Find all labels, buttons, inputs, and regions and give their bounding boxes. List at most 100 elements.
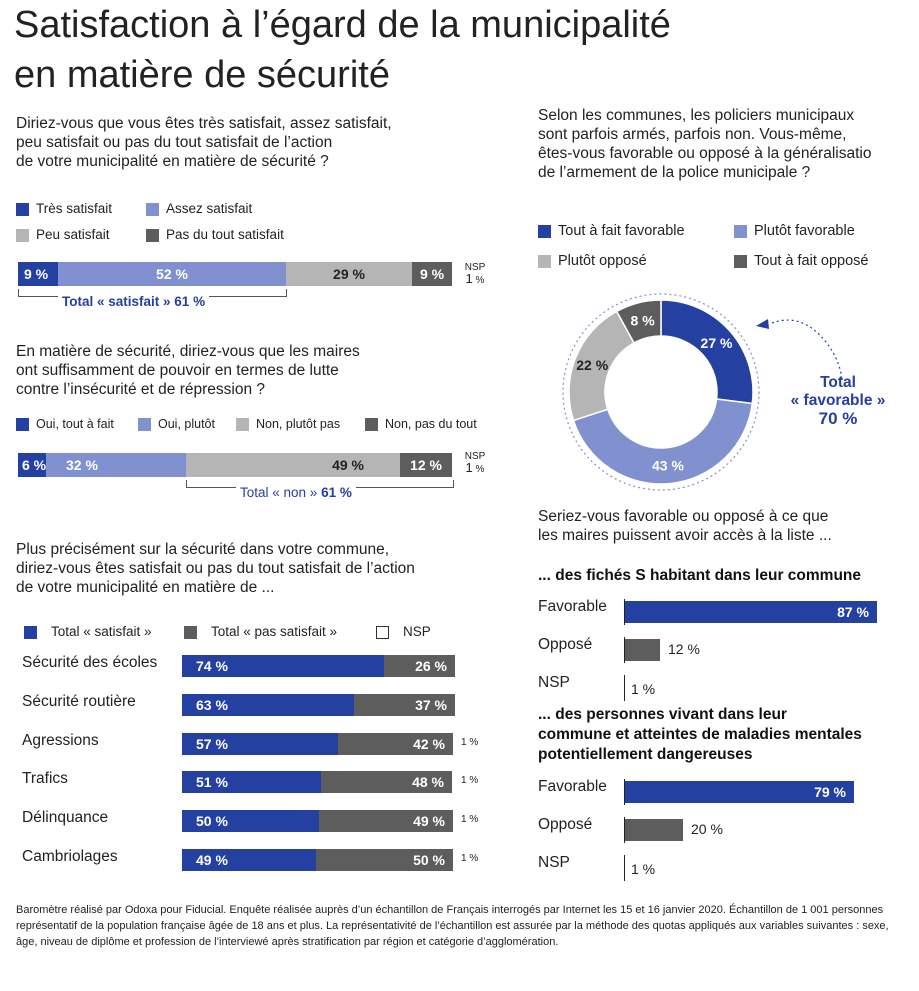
- q4-legend-item: Tout à fait favorable: [538, 223, 685, 239]
- q4-line: de l’armement de la police municipale ?: [538, 164, 811, 181]
- legend-swatch: [16, 202, 29, 216]
- legend-swatch: [538, 254, 551, 268]
- legend-swatch: [24, 625, 37, 639]
- bar-category-label: NSP: [538, 854, 570, 871]
- row-label: Délinquance: [22, 809, 109, 827]
- sub-line: ... des personnes vivant dans leur: [538, 706, 787, 723]
- q3-legend-item: Total « satisfait »: [24, 624, 152, 640]
- bar-category-label: Opposé: [538, 816, 593, 833]
- q3-bar: 50 % 49 %: [182, 810, 453, 833]
- bar-category-label: Opposé: [538, 636, 593, 653]
- bar-segment-pas-satisfait: 48 %: [321, 771, 452, 794]
- bar-baseline: [624, 637, 625, 663]
- bar-segment-pas-satisfait: 50 %: [316, 849, 453, 871]
- bar-category-label: Favorable: [538, 598, 607, 615]
- legend-label: Peu satisfait: [36, 227, 110, 242]
- legend-label: Non, plutôt pas: [256, 417, 341, 431]
- q1-nsp: NSP 1 %: [464, 262, 486, 286]
- legend-swatch: [734, 254, 747, 268]
- sub-line: commune et atteintes de maladies mentale…: [538, 726, 862, 743]
- q1-line: peu satisfait ou pas du tout satisfait d…: [16, 134, 333, 151]
- nsp-unit: %: [475, 275, 485, 286]
- q3-line: diriez-vous êtes satisfait ou pas du tou…: [16, 560, 415, 577]
- donut-label: 22 %: [576, 357, 608, 373]
- nsp-value: 1: [465, 460, 473, 475]
- bar-segment-non-plutot-pas: 49 %: [186, 453, 400, 477]
- donut-label: 27 %: [701, 335, 733, 351]
- q3-bar: 57 % 42 %: [182, 732, 453, 755]
- donut-arrow-line: [771, 319, 843, 381]
- total-text: Total « non »: [240, 485, 322, 500]
- nsp-label: 1 %: [461, 736, 479, 748]
- bar-segment-assez-satisfait: 52 %: [58, 262, 286, 286]
- bar-segment-pas-satisfait: 37 %: [354, 693, 455, 716]
- total-value: 61 %: [174, 294, 206, 309]
- legend-swatch: [734, 224, 747, 238]
- q5-subtitle-2: ... des personnes vivant dans leur commu…: [538, 705, 862, 765]
- bar-category-label: NSP: [538, 674, 570, 691]
- legend-label: Oui, tout à fait: [36, 417, 114, 431]
- bar-baseline: [624, 779, 625, 805]
- q2-line: ont suffisamment de pouvoir en termes de…: [16, 362, 339, 379]
- q2-total: Total « non » 61 %: [236, 485, 356, 500]
- q1-legend-item: Pas du tout satisfait: [146, 227, 284, 243]
- bar-value: 20 %: [691, 821, 723, 837]
- donut-label: 8 %: [631, 312, 656, 328]
- nsp-label: 1 %: [461, 775, 479, 787]
- q2-legend-item: Non, plutôt pas: [236, 416, 340, 432]
- legend-swatch: [184, 625, 197, 639]
- legend-label: Total « satisfait »: [51, 624, 152, 639]
- q5-line: Seriez-vous favorable ou opposé à ce que: [538, 508, 829, 525]
- bar-value: 12 %: [668, 641, 700, 657]
- legend-swatch: [138, 417, 151, 431]
- donut-arrow-head: [756, 319, 769, 329]
- q1-stacked-bar: 9 % 52 % 29 % 9 %: [18, 262, 452, 286]
- bar-favorable: 87 %: [625, 601, 877, 623]
- bar-segment-peu-satisfait: 29 %: [286, 262, 412, 286]
- q2-line: En matière de sécurité, diriez-vous que …: [16, 343, 360, 360]
- bar-value: 1 %: [631, 861, 656, 877]
- bar-value: 1 %: [631, 681, 656, 697]
- donut-slice: [572, 398, 754, 485]
- title-line-2: en matière de sécurité: [14, 54, 390, 96]
- bar-segment-pas-satisfait: 49 %: [319, 810, 453, 833]
- bar-baseline: [624, 817, 625, 843]
- q2-legend-item: Non, pas du tout: [365, 416, 477, 432]
- donut-slice: [615, 299, 662, 344]
- q1-legend-item: Très satisfait: [16, 201, 112, 217]
- q5-subtitle-1: ... des fichés S habitant dans leur comm…: [538, 567, 861, 584]
- q3-question: Plus précisément sur la sécurité dans vo…: [16, 540, 486, 597]
- legend-label: Oui, plutôt: [158, 417, 215, 431]
- q4-line: Selon les communes, les policiers munici…: [538, 107, 855, 124]
- q1-line: Diriez-vous que vous êtes très satisfait…: [16, 115, 392, 132]
- bar-category-label: Favorable: [538, 778, 607, 795]
- bar-segment-pas-satisfait: 42 %: [338, 732, 453, 755]
- row-label: Trafics: [22, 770, 68, 788]
- legend-label: Plutôt opposé: [558, 253, 647, 269]
- legend-label: Très satisfait: [36, 201, 113, 216]
- bar-segment-tres-satisfait: 9 %: [18, 262, 58, 286]
- q3-bar: 74 % 26 %: [182, 655, 455, 677]
- nsp-value: 1: [465, 271, 473, 286]
- nsp-unit: %: [475, 464, 485, 475]
- legend-swatch: [365, 417, 378, 431]
- q4-legend-item: Plutôt opposé: [538, 253, 647, 269]
- row-label: Sécurité des écoles: [22, 654, 158, 671]
- q2-question: En matière de sécurité, diriez-vous que …: [16, 342, 476, 399]
- nsp-label: 1 %: [461, 853, 479, 864]
- sub-line: potentiellement dangereuses: [538, 746, 753, 763]
- q3-bar: 63 % 37 %: [182, 693, 455, 716]
- q4-legend-item: Tout à fait opposé: [734, 253, 868, 269]
- legend-label: Assez satisfait: [166, 201, 253, 216]
- bar-favorable: 79 %: [625, 781, 854, 803]
- q1-total: Total « satisfait » 61 %: [58, 294, 210, 309]
- bar-segment-satisfait: 49 %: [182, 849, 316, 871]
- bar-oppose: [625, 819, 683, 841]
- q1-question: Diriez-vous que vous êtes très satisfait…: [16, 114, 476, 171]
- row-label: Agressions: [22, 731, 99, 749]
- row-label: Cambriolages: [22, 848, 118, 865]
- q4-total: Total « favorable » 70 %: [778, 374, 898, 428]
- q1-legend-item: Assez satisfait: [146, 201, 252, 217]
- row-label: Sécurité routière: [22, 692, 136, 710]
- bar-oppose: [625, 639, 660, 661]
